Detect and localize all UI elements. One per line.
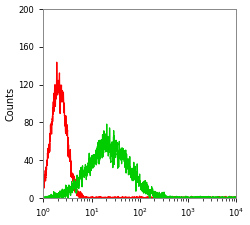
Y-axis label: Counts: Counts — [6, 86, 16, 121]
